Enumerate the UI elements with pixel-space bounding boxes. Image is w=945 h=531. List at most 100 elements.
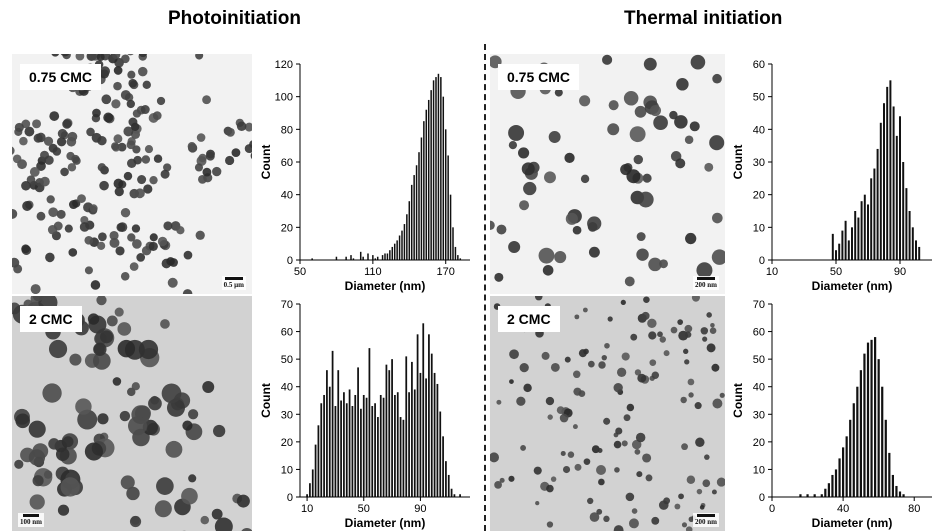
particle [572,225,582,235]
histogram-bar [374,258,377,260]
particle [30,284,41,294]
y-tick-label: 40 [753,124,765,136]
particle [68,200,78,210]
histogram-bar [432,80,435,260]
particle [109,237,120,248]
particle [621,440,628,447]
histogram-bar [345,256,347,260]
histogram-bar [374,403,376,497]
particle [608,100,619,111]
particle [26,175,36,185]
histogram-bar [857,217,860,260]
particle [534,296,543,301]
histogram-bar [425,109,428,260]
particle [509,379,514,384]
histogram-bar [911,227,914,260]
histogram-bar [337,370,340,497]
particle [602,54,613,65]
particle [166,257,175,266]
particle [116,222,126,232]
particle [127,387,136,397]
histogram-bar [309,483,311,497]
particle [607,316,613,322]
particle [564,152,575,164]
particle [196,133,206,142]
histogram-bar [442,436,444,497]
histogram-bar [391,359,393,497]
histogram-bar [450,488,453,497]
histogram-bar [430,90,432,260]
particle [135,188,145,199]
histogram-bar [413,175,415,260]
x-tick-label: 50 [358,503,370,515]
particle [706,343,716,353]
particle [99,180,109,191]
particle [550,476,557,482]
histogram-bar [401,230,403,260]
particle [182,289,193,294]
particle [205,151,215,161]
particle [112,377,122,386]
particle [244,122,252,132]
x-axis-title: Diameter (nm) [812,516,893,530]
particle [103,112,114,123]
histogram-bar [870,178,873,260]
histogram-bar [895,485,898,497]
particle [120,475,135,490]
particle [56,137,67,147]
particle [198,174,207,184]
histogram-bar [452,227,454,260]
histogram-bar [879,122,882,260]
particle [138,66,148,77]
particle [163,221,173,231]
particle [97,135,107,146]
x-axis-title: Diameter (nm) [345,279,426,293]
histogram-bar [402,419,405,497]
particle [56,209,66,219]
y-tick-label: 50 [753,354,765,366]
histogram-bar [362,394,365,497]
histogram-photo-2: 0 10 20 30 40 50 60 70 10 50 90 Diameter (nm) Count [256,296,478,531]
particle [40,176,50,187]
particle [711,249,725,265]
particle [598,478,605,486]
particle [140,105,150,115]
particle [695,437,705,447]
histogram-bar [430,353,433,497]
particle [556,406,565,415]
particle [142,80,151,90]
histogram-bar [873,168,876,260]
particle [548,131,561,143]
histogram-bar [396,392,399,497]
particle [43,470,53,479]
histogram-bar [403,224,406,260]
x-tick-label: 0 [769,503,775,515]
particle [163,163,172,172]
particle [598,361,606,369]
y-tick-label: 20 [281,222,293,234]
particle [97,413,109,425]
particle [136,253,146,262]
particle [181,487,198,505]
histogram-bar [883,103,885,260]
histogram-bar [416,334,419,497]
histogram-bar [413,389,416,497]
particle [508,475,515,482]
particle [36,211,46,221]
particle [187,141,197,151]
particle [57,128,68,139]
x-axis-title: Diameter (nm) [812,279,893,293]
histogram-bar [396,240,398,260]
particle [214,517,233,531]
histogram-bar [411,361,413,497]
particle [79,222,90,232]
particle [153,154,163,163]
particle [719,392,725,398]
particle [659,336,666,343]
particle [80,215,89,225]
micrograph-thermal-2: 2 CMC 200 nm [490,296,725,531]
histogram-bar [918,246,921,260]
particle [597,448,603,453]
x-tick-label: 10 [766,266,778,278]
particle [127,70,136,79]
